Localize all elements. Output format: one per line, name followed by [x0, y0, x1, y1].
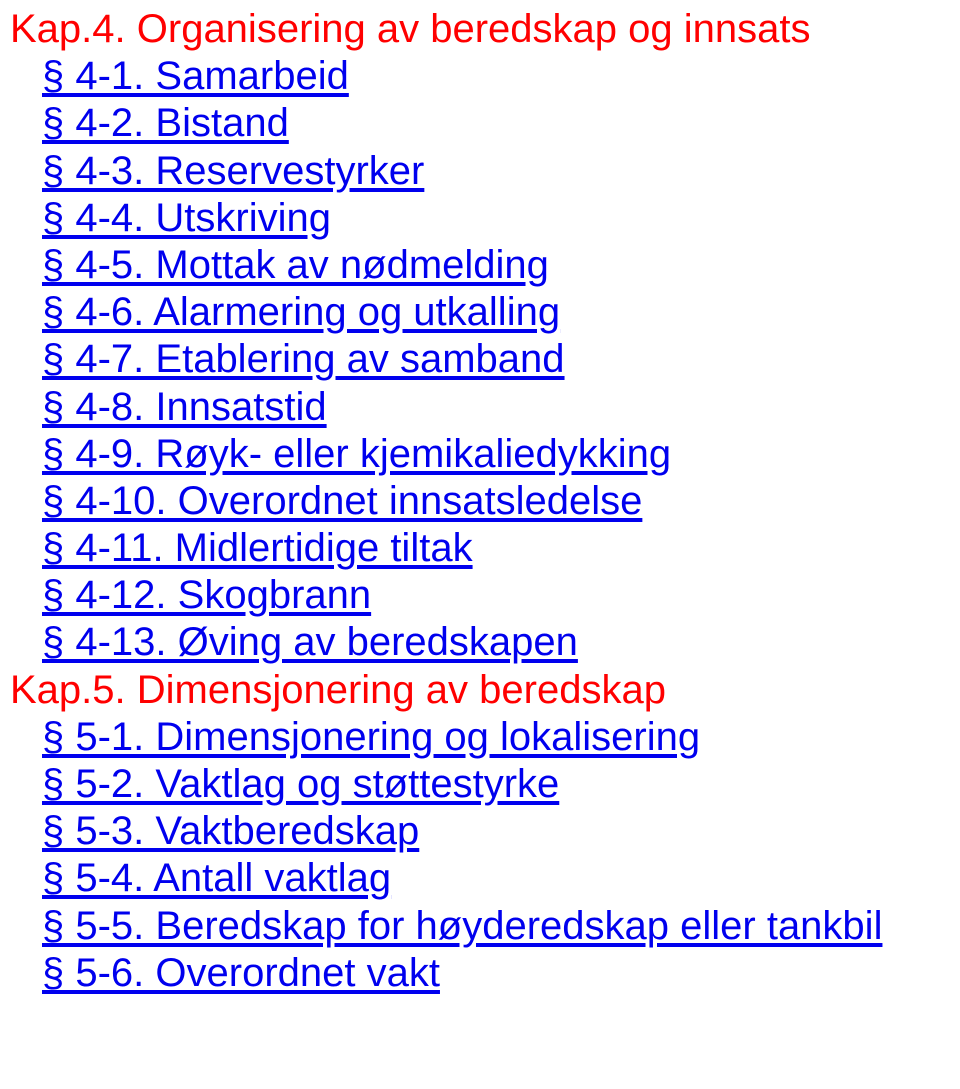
toc-link[interactable]: § 4-11. Midlertidige tiltak: [42, 526, 473, 570]
toc-link[interactable]: § 4-13. Øving av beredskapen: [42, 620, 578, 664]
toc-link[interactable]: § 4-9. Røyk- eller kjemikaliedykking: [42, 432, 671, 476]
chapter-heading: Kap.4. Organisering av beredskap og inns…: [10, 6, 960, 53]
chapter-heading: Kap.5. Dimensjonering av beredskap: [10, 667, 960, 714]
toc-item: § 4-11. Midlertidige tiltak: [10, 525, 960, 572]
toc-item: § 4-12. Skogbrann: [10, 572, 960, 619]
toc-item: § 4-8. Innsatstid: [10, 384, 960, 431]
toc-item: § 5-4. Antall vaktlag: [10, 855, 960, 902]
toc-item: § 4-5. Mottak av nødmelding: [10, 242, 960, 289]
toc-item: § 5-5. Beredskap for høyderedskap eller …: [10, 903, 960, 950]
toc-link[interactable]: § 4-4. Utskriving: [42, 196, 331, 240]
toc-link[interactable]: § 5-5. Beredskap for høyderedskap eller …: [42, 904, 882, 948]
toc-link[interactable]: § 5-4. Antall vaktlag: [42, 856, 391, 900]
toc-link[interactable]: § 4-10. Overordnet innsatsledelse: [42, 479, 642, 523]
toc-link[interactable]: § 5-1. Dimensjonering og lokalisering: [42, 715, 700, 759]
document-root: Kap.4. Organisering av beredskap og inns…: [10, 6, 960, 997]
toc-link[interactable]: § 5-2. Vaktlag og støttestyrke: [42, 762, 559, 806]
toc-item: § 4-3. Reservestyrker: [10, 148, 960, 195]
toc-item: § 4-9. Røyk- eller kjemikaliedykking: [10, 431, 960, 478]
toc-link[interactable]: § 4-6. Alarmering og utkalling: [42, 290, 560, 334]
toc-link[interactable]: § 4-1. Samarbeid: [42, 54, 349, 98]
toc-link[interactable]: § 5-3. Vaktberedskap: [42, 809, 419, 853]
toc-link[interactable]: § 5-6. Overordnet vakt: [42, 951, 440, 995]
toc-link[interactable]: § 4-12. Skogbrann: [42, 573, 371, 617]
toc-item: § 5-3. Vaktberedskap: [10, 808, 960, 855]
toc-link[interactable]: § 4-7. Etablering av samband: [42, 337, 565, 381]
toc-link[interactable]: § 4-2. Bistand: [42, 101, 289, 145]
toc-item: § 4-10. Overordnet innsatsledelse: [10, 478, 960, 525]
toc-item: § 5-1. Dimensjonering og lokalisering: [10, 714, 960, 761]
toc-item: § 5-2. Vaktlag og støttestyrke: [10, 761, 960, 808]
toc-item: § 5-6. Overordnet vakt: [10, 950, 960, 997]
toc-item: § 4-1. Samarbeid: [10, 53, 960, 100]
toc-link[interactable]: § 4-8. Innsatstid: [42, 385, 327, 429]
toc-item: § 4-4. Utskriving: [10, 195, 960, 242]
toc-item: § 4-6. Alarmering og utkalling: [10, 289, 960, 336]
toc-item: § 4-7. Etablering av samband: [10, 336, 960, 383]
toc-item: § 4-13. Øving av beredskapen: [10, 619, 960, 666]
toc-item: § 4-2. Bistand: [10, 100, 960, 147]
toc-link[interactable]: § 4-5. Mottak av nødmelding: [42, 243, 549, 287]
toc-link[interactable]: § 4-3. Reservestyrker: [42, 149, 424, 193]
